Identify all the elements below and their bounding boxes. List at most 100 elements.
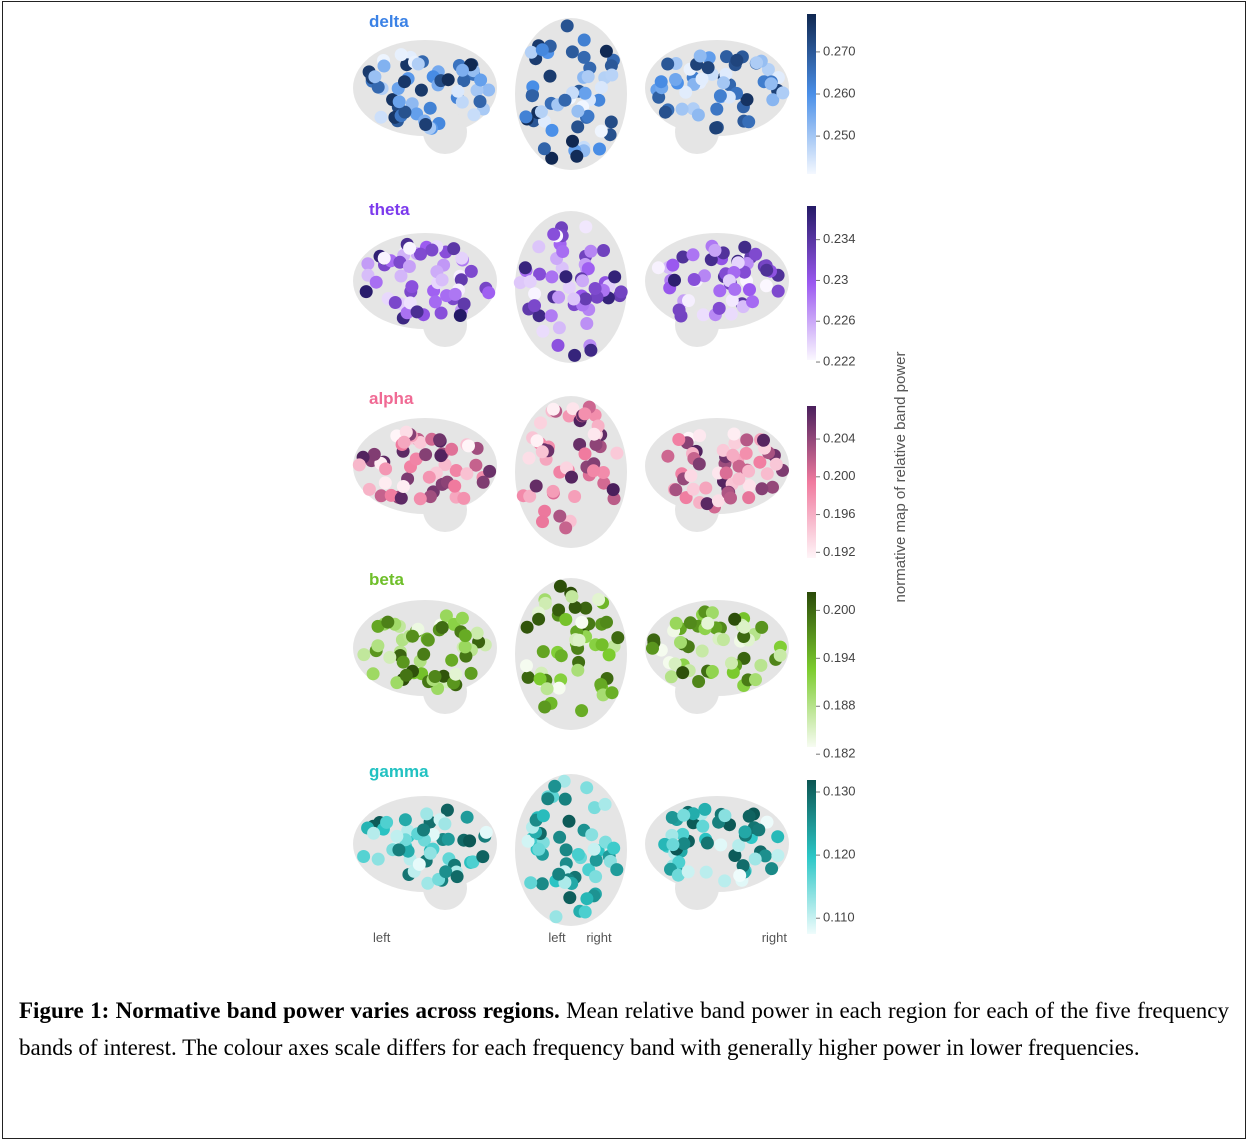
electrode-dot xyxy=(458,298,471,311)
electrode-dot xyxy=(677,837,690,850)
colorbar-tick-label: 0.222 xyxy=(823,353,856,368)
electrode-dot xyxy=(746,295,759,308)
electrode-dot xyxy=(371,639,384,652)
electrode-dot xyxy=(438,817,451,830)
electrode-dot xyxy=(525,46,538,59)
colorbar-tick-label: 0.250 xyxy=(823,128,856,143)
electrode-dot xyxy=(563,891,576,904)
electrode-dot xyxy=(605,69,618,82)
electrode-dot xyxy=(608,270,621,283)
electrode-dot xyxy=(718,809,731,822)
electrode-dot xyxy=(674,636,687,649)
electrode-dot xyxy=(700,866,713,879)
electrode-dot xyxy=(739,825,752,838)
electrode-dot xyxy=(585,828,598,841)
electrode-dot xyxy=(357,850,370,863)
electrode-dot xyxy=(536,43,549,56)
electrode-dot xyxy=(665,670,678,683)
electrode-dot xyxy=(393,95,406,108)
view-label: right xyxy=(762,930,788,945)
colorbar-tick-label: 0.188 xyxy=(823,698,856,713)
electrode-dot xyxy=(368,70,381,83)
electrode-dot xyxy=(395,48,408,61)
electrode-dot xyxy=(568,490,581,503)
electrode-dot xyxy=(439,865,452,878)
colorbar-title: normative map of relative band power xyxy=(892,352,909,603)
electrode-dot xyxy=(554,580,567,593)
electrode-dot xyxy=(536,325,549,338)
electrode-dot xyxy=(519,110,532,123)
electrode-dot xyxy=(592,593,605,606)
electrode-dot xyxy=(579,447,592,460)
electrode-dot xyxy=(701,617,714,630)
electrode-dot xyxy=(761,467,774,480)
electrode-dot xyxy=(397,656,410,669)
electrode-dot xyxy=(713,284,726,297)
electrode-dot xyxy=(682,865,695,878)
electrode-dot xyxy=(521,621,534,634)
electrode-dot xyxy=(457,492,470,505)
electrode-dot xyxy=(406,630,419,643)
band-label: delta xyxy=(369,12,409,31)
colorbar xyxy=(807,780,816,934)
electrode-dot xyxy=(519,261,532,274)
electrode-dot xyxy=(559,94,572,107)
electrode-dot xyxy=(666,838,679,851)
electrode-dot xyxy=(666,811,679,824)
band-label: theta xyxy=(369,200,410,219)
electrode-dot xyxy=(687,248,700,261)
electrode-dot xyxy=(397,480,410,493)
electrode-dot xyxy=(575,616,588,629)
electrode-dot xyxy=(547,403,560,416)
electrode-dot xyxy=(436,273,449,286)
electrode-dot xyxy=(552,291,565,304)
electrode-dot xyxy=(579,87,592,100)
electrode-dot xyxy=(749,853,762,866)
electrode-dot xyxy=(419,448,432,461)
electrode-dot xyxy=(561,19,574,32)
electrode-dot xyxy=(738,241,751,254)
caption: Figure 1: Normative band power varies ac… xyxy=(19,992,1229,1066)
electrode-dot xyxy=(456,64,469,77)
electrode-dot xyxy=(701,837,714,850)
electrode-dot xyxy=(405,280,418,293)
electrode-dot xyxy=(578,51,591,64)
electrode-dot xyxy=(424,847,437,860)
electrode-dot xyxy=(717,76,730,89)
electrode-dot xyxy=(524,876,537,889)
electrode-dot xyxy=(607,483,620,496)
electrode-dot xyxy=(610,447,623,460)
electrode-dot xyxy=(445,654,458,667)
electrode-dot xyxy=(611,631,624,644)
electrode-dot xyxy=(696,73,709,86)
electrode-dot xyxy=(701,497,714,510)
electrode-dot xyxy=(429,295,442,308)
colorbar-tick-label: 0.226 xyxy=(823,313,856,328)
electrode-dot xyxy=(414,492,427,505)
electrode-dot xyxy=(474,74,487,87)
electrode-dot xyxy=(556,245,569,258)
electrode-dot xyxy=(536,445,549,458)
electrode-dot xyxy=(573,634,586,647)
electrode-dot xyxy=(693,429,706,442)
electrode-dot xyxy=(714,89,727,102)
band-label: beta xyxy=(369,570,405,589)
electrode-dot xyxy=(575,704,588,717)
electrode-dot xyxy=(522,671,535,684)
electrode-dot xyxy=(363,483,376,496)
electrode-dot xyxy=(412,58,425,71)
electrode-dot xyxy=(684,616,697,629)
electrode-dot xyxy=(559,793,572,806)
electrode-dot xyxy=(597,244,610,257)
electrode-dot xyxy=(383,651,396,664)
electrode-dot xyxy=(702,61,715,74)
electrode-dot xyxy=(724,492,737,505)
electrode-dot xyxy=(652,261,665,274)
electrode-dot xyxy=(595,125,608,138)
colorbar-tick-label: 0.130 xyxy=(823,783,856,798)
electrode-dot xyxy=(442,833,455,846)
electrode-dot xyxy=(771,830,784,843)
electrode-dot xyxy=(380,816,393,829)
electrode-dot xyxy=(646,642,659,655)
electrode-dot xyxy=(580,892,593,905)
